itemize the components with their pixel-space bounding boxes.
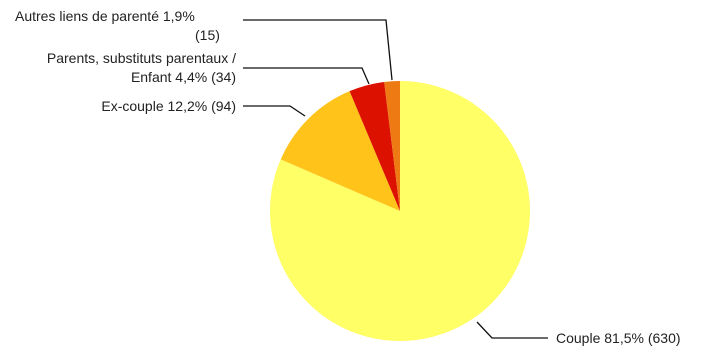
leader-line-couple <box>476 321 548 339</box>
label-parents-line1: Parents, substituts parentaux / <box>47 50 236 66</box>
leader-line-parents <box>243 67 370 85</box>
pie-slice-autres-liens-de-parent <box>384 81 400 211</box>
label-ex-couple: Ex-couple 12,2% (94) <box>101 98 236 114</box>
pie-slice-ex-couple <box>280 91 400 211</box>
leader-line-ex-couple <box>243 105 306 117</box>
label-autres-line1: Autres liens de parenté 1,9% <box>15 8 195 24</box>
leader-line-autres <box>243 19 393 81</box>
label-autres-line2: (15) <box>195 27 220 43</box>
label-couple: Couple 81,5% (630) <box>556 330 681 346</box>
label-parents-line2: Enfant 4,4% (34) <box>131 69 236 85</box>
pie-slice-parents-substituts-parentaux-enfant <box>349 81 400 211</box>
pie-slices <box>270 81 530 341</box>
pie-slice-couple <box>270 81 530 341</box>
